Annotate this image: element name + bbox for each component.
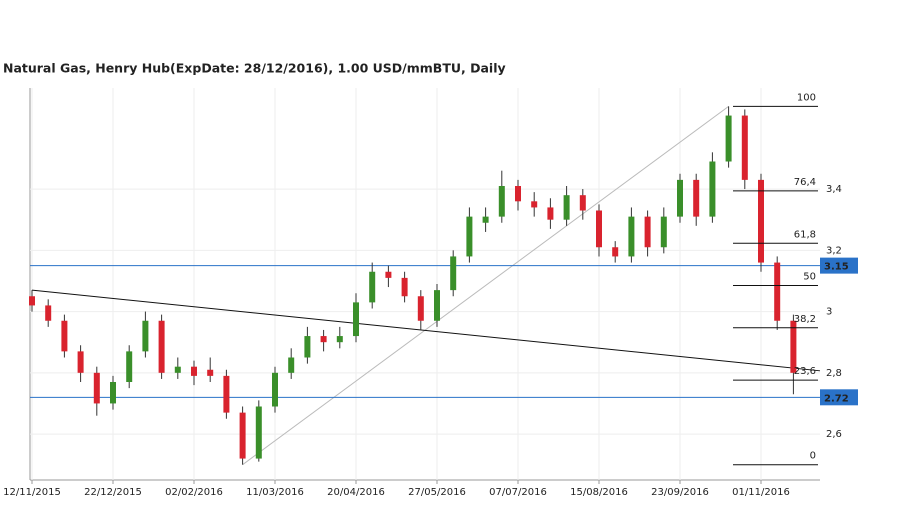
candle-body — [660, 216, 667, 248]
candle-body — [417, 296, 424, 321]
price-level-label: 2.72 — [824, 393, 849, 404]
fib-label: 23,6 — [794, 366, 816, 377]
y-tick-label: 3 — [826, 307, 832, 318]
candle-body — [612, 247, 619, 257]
y-tick-label: 2,8 — [826, 368, 842, 379]
candle-body — [628, 216, 635, 257]
fib-label: 0 — [810, 451, 816, 462]
candle-body — [498, 186, 505, 217]
candle-body — [223, 375, 230, 413]
x-tick-label: 27/05/2016 — [408, 487, 466, 498]
candle-body — [29, 296, 35, 306]
candle-body — [320, 336, 327, 343]
candle-body — [158, 320, 165, 373]
candle-body — [401, 277, 408, 297]
fib-label: 76,4 — [794, 177, 816, 188]
y-tick-label: 3,4 — [826, 184, 842, 195]
candle-body — [272, 372, 278, 407]
candle-body — [304, 336, 311, 358]
candle-body — [77, 351, 84, 373]
x-tick-label: 01/11/2016 — [732, 487, 790, 498]
price-level-box — [820, 389, 858, 406]
candle-body — [353, 302, 359, 337]
fib-label: 61,8 — [794, 229, 816, 240]
candle-body — [482, 216, 489, 223]
candle-body — [450, 256, 457, 291]
candle-body — [531, 201, 538, 208]
candle-body — [515, 186, 521, 202]
candle-body — [547, 207, 554, 220]
candle-body — [174, 366, 181, 373]
candle-body — [434, 290, 440, 321]
chart-title: Natural Gas, Henry Hub(ExpDate: 28/12/20… — [3, 61, 506, 76]
x-tick-label: 22/12/2015 — [84, 487, 142, 498]
candle-body — [239, 412, 246, 459]
candle-body — [644, 216, 651, 248]
x-tick-label: 12/11/2015 — [3, 487, 61, 498]
candle-body — [255, 406, 262, 459]
candle-body — [336, 336, 343, 343]
trend-line — [242, 105, 729, 466]
x-tick-label: 11/03/2016 — [246, 487, 304, 498]
candle-body — [596, 210, 602, 248]
candle-body — [142, 320, 149, 352]
candle-body — [110, 382, 116, 404]
trend-line — [31, 289, 821, 372]
candle-body — [288, 357, 295, 373]
x-tick-label: 20/04/2016 — [327, 487, 385, 498]
candle-body — [725, 115, 732, 162]
y-tick-label: 3,2 — [826, 245, 842, 256]
x-tick-label: 23/09/2016 — [651, 487, 709, 498]
candle-body — [191, 366, 197, 376]
candle-body — [61, 320, 68, 352]
y-tick-label: 2,6 — [826, 429, 842, 440]
candle-body — [466, 216, 473, 257]
candle-body — [207, 369, 214, 376]
candle-body — [126, 351, 133, 382]
candle-body — [709, 161, 716, 217]
candle-body — [369, 271, 376, 303]
fib-label: 50 — [803, 272, 816, 283]
x-tick-label: 02/02/2016 — [165, 487, 223, 498]
fib-label: 100 — [797, 92, 816, 103]
candle-body — [45, 305, 52, 321]
candle-body — [563, 195, 570, 220]
candle-body — [693, 179, 700, 217]
candle-body — [579, 195, 586, 211]
price-level-label: 3.15 — [824, 262, 849, 273]
fib-label: 38,2 — [794, 314, 816, 325]
x-tick-label: 07/07/2016 — [489, 487, 547, 498]
candle-body — [93, 372, 100, 404]
candle-body — [385, 271, 392, 278]
x-tick-label: 15/08/2016 — [570, 487, 628, 498]
candle-body — [677, 179, 683, 217]
candle-body — [758, 179, 764, 263]
candle-body — [790, 320, 797, 373]
candle-body — [741, 115, 748, 180]
price-level-box — [820, 257, 858, 274]
candle-body — [774, 262, 781, 321]
